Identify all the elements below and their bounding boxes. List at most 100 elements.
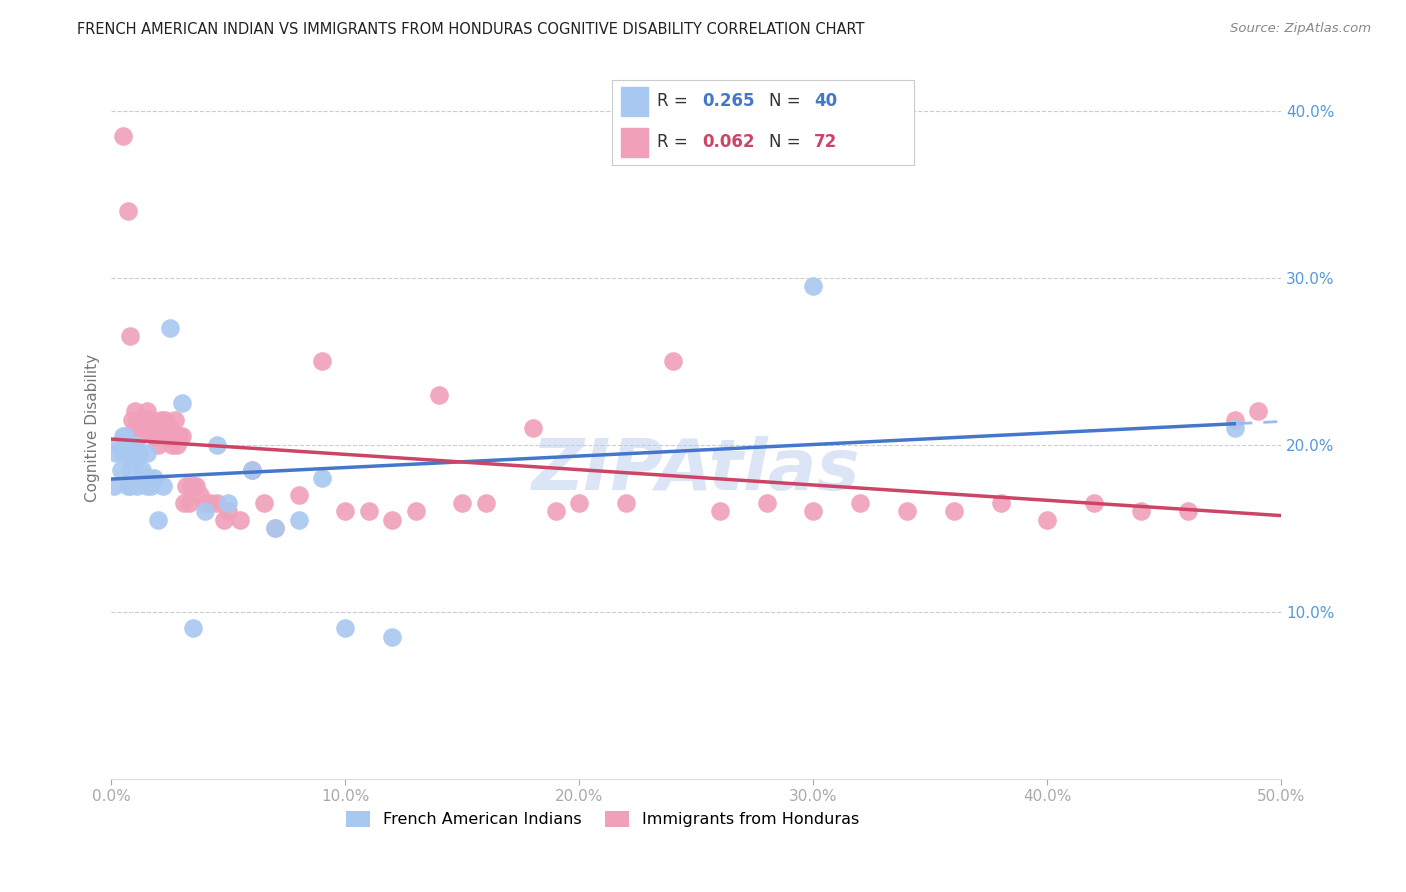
Point [173,496,195,510]
Point [159,421,181,435]
Point [942,504,965,518]
Point [163,412,186,426]
Point [128,446,150,460]
Point [142,429,165,443]
Point [662,354,685,368]
Point [287,513,309,527]
Point [614,496,637,510]
Point [1130,504,1153,518]
Point [170,396,193,410]
Text: N =: N = [769,93,806,111]
Point [198,496,221,510]
Point [174,479,197,493]
Text: Source: ZipAtlas.com: Source: ZipAtlas.com [1230,22,1371,36]
Text: ZIPAtlas: ZIPAtlas [531,435,860,505]
Point [194,496,217,510]
Point [205,438,228,452]
Point [145,421,167,435]
Point [427,387,450,401]
Point [217,504,239,518]
Point [124,438,146,452]
Point [381,513,404,527]
Y-axis label: Cognitive Disability: Cognitive Disability [86,354,100,502]
Point [849,496,872,510]
Point [522,421,544,435]
Point [149,412,172,426]
Point [755,496,778,510]
Point [121,412,143,426]
Bar [620,128,648,157]
Point [217,496,239,510]
Point [110,463,132,477]
Bar [620,87,648,116]
Point [264,521,287,535]
Point [184,479,207,493]
Point [240,463,263,477]
Point [1247,404,1270,418]
Point [107,438,129,452]
Point [229,513,252,527]
Point [1083,496,1105,510]
Point [112,128,135,143]
Point [121,446,143,460]
Point [120,479,142,493]
Point [568,496,591,510]
Text: FRENCH AMERICAN INDIAN VS IMMIGRANTS FROM HONDURAS COGNITIVE DISABILITY CORRELAT: FRENCH AMERICAN INDIAN VS IMMIGRANTS FRO… [77,22,865,37]
Point [141,412,163,426]
Point [134,471,156,485]
Point [335,621,357,635]
Point [311,471,333,485]
Point [205,496,228,510]
Text: 0.062: 0.062 [703,133,755,151]
Point [128,429,150,443]
Text: R =: R = [657,133,693,151]
Point [135,479,157,493]
Point [177,496,200,510]
Point [475,496,498,510]
Point [803,504,825,518]
Point [264,521,287,535]
Point [240,463,263,477]
Point [155,412,177,426]
Point [1177,504,1199,518]
Point [156,429,179,443]
Point [194,504,217,518]
Point [112,446,135,460]
Point [142,429,165,443]
Point [127,412,149,426]
Point [135,412,157,426]
Text: N =: N = [769,133,806,151]
Point [544,504,567,518]
Point [311,354,333,368]
Point [159,321,181,335]
Point [803,279,825,293]
Point [152,479,174,493]
Point [166,438,188,452]
Point [120,329,142,343]
Point [451,496,474,510]
Text: R =: R = [657,93,693,111]
Point [127,479,149,493]
Point [1223,421,1246,435]
Point [148,513,170,527]
Point [114,429,136,443]
Point [181,621,204,635]
Point [162,438,184,452]
Point [381,630,404,644]
Point [131,463,153,477]
Point [134,421,156,435]
Point [117,479,139,493]
Point [138,471,160,485]
Point [117,446,139,460]
Point [120,463,142,477]
Point [124,454,146,468]
Point [357,504,380,518]
Point [148,438,170,452]
Point [181,479,204,493]
Point [131,412,153,426]
Point [138,421,160,435]
Point [896,504,918,518]
Point [335,504,357,518]
Point [405,504,427,518]
Point [990,496,1012,510]
